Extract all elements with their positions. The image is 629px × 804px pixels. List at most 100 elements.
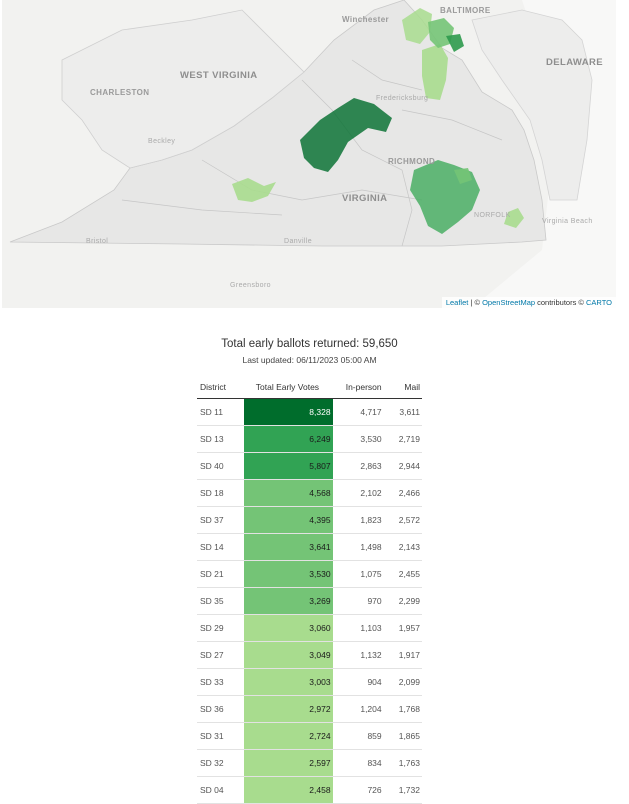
carto-link[interactable]: CARTO	[586, 298, 612, 307]
district-va-beach[interactable]	[504, 208, 524, 228]
header-total-early-votes[interactable]: Total Early Votes	[244, 376, 333, 399]
in-person-cell: 970	[332, 587, 383, 615]
district-cell: SD 36	[197, 695, 245, 723]
table-row: SD 33 3,003 904 2,099	[197, 668, 422, 696]
total-votes-cell: 3,049	[244, 641, 333, 669]
district-cell: SD 27	[197, 641, 245, 669]
label-west-virginia: WEST VIRGINIA	[180, 70, 258, 81]
in-person-cell: 1,204	[332, 695, 383, 723]
mail-cell: 2,719	[382, 425, 422, 453]
leaflet-link[interactable]: Leaflet	[445, 298, 469, 307]
table-row: SD 04 2,458 726 1,732	[197, 776, 422, 804]
table-row: SD 11 8,328 4,717 3,611	[197, 398, 422, 426]
label-winchester: Winchester	[342, 15, 390, 24]
header-in-person[interactable]: In-person	[332, 376, 383, 399]
table-header-row: District Total Early Votes In-person Mai…	[197, 376, 422, 399]
total-votes-cell: 2,458	[244, 776, 333, 804]
district-loudoun[interactable]	[402, 8, 432, 44]
total-votes-cell: 3,060	[244, 614, 333, 642]
mail-cell: 2,455	[382, 560, 422, 588]
table-row: SD 36 2,972 1,204 1,768	[197, 695, 422, 723]
label-richmond: RICHMOND	[388, 157, 436, 166]
label-delaware: DELAWARE	[546, 57, 604, 68]
total-votes-cell: 3,641	[244, 533, 333, 561]
label-norfolk: NORFOLK	[474, 212, 511, 219]
mail-cell: 2,944	[382, 452, 422, 480]
district-boundaries	[121, 59, 503, 247]
mail-cell: 2,572	[382, 506, 422, 534]
table-row: SD 14 3,641 1,498 2,143	[197, 533, 422, 561]
total-votes-cell: 3,530	[244, 560, 333, 588]
total-votes-cell: 2,972	[244, 695, 333, 723]
total-votes-cell: 5,807	[244, 452, 333, 480]
district-fairfax[interactable]	[428, 18, 454, 48]
total-votes-cell: 6,249	[244, 425, 333, 453]
last-updated-text: Last updated: 06/11/2023 05:00 AM	[242, 355, 377, 365]
district-cell: SD 21	[197, 560, 245, 588]
table-row: SD 31 2,724 859 1,865	[197, 722, 422, 750]
total-votes-cell: 4,568	[244, 479, 333, 507]
district-richmond-east[interactable]	[454, 168, 472, 184]
in-person-cell: 859	[332, 722, 383, 750]
in-person-cell: 1,498	[332, 533, 383, 561]
table-row: SD 13 6,249 3,530 2,719	[197, 425, 422, 453]
mail-cell: 2,099	[382, 668, 422, 696]
table-row: SD 21 3,530 1,075 2,455	[197, 560, 422, 588]
in-person-cell: 834	[332, 749, 383, 777]
attribution-contributors: contributors ©	[535, 298, 587, 307]
label-beckley: Beckley	[148, 138, 176, 145]
label-fredericksburg: Fredericksburg	[376, 95, 429, 102]
table-row: SD 40 5,807 2,863 2,944	[197, 452, 422, 480]
table-body: SD 11 8,328 4,717 3,611 SD 13 6,249 3,530 2,719…	[197, 398, 422, 804]
table-row: SD 29 3,060 1,103 1,957	[197, 614, 422, 642]
total-votes-cell: 2,597	[244, 749, 333, 777]
attribution-separator: | ©	[468, 298, 483, 307]
mail-cell: 1,865	[382, 722, 422, 750]
mail-cell: 1,917	[382, 641, 422, 669]
table-row: SD 32 2,597 834 1,763	[197, 749, 422, 777]
map-attribution: Leaflet | © OpenStreetMap contributors ©…	[441, 297, 616, 308]
mail-cell: 2,466	[382, 479, 422, 507]
district-nova-south[interactable]	[422, 44, 448, 100]
district-cell: SD 18	[197, 479, 245, 507]
early-votes-table: District Total Early Votes In-person Mai…	[197, 376, 422, 804]
total-votes-cell: 3,269	[244, 587, 333, 615]
district-sd11[interactable]	[300, 98, 392, 172]
in-person-cell: 904	[332, 668, 383, 696]
district-cell: SD 40	[197, 452, 245, 480]
label-bristol: Bristol	[86, 238, 109, 245]
table-row: SD 18 4,568 2,102 2,466	[197, 479, 422, 507]
summary-section: Total early ballots returned: 59,650 Las…	[197, 336, 422, 365]
total-ballots-title: Total early ballots returned: 59,650	[221, 338, 398, 350]
district-cell: SD 11	[197, 398, 245, 426]
district-cell: SD 35	[197, 587, 245, 615]
mail-cell: 1,768	[382, 695, 422, 723]
district-cell: SD 13	[197, 425, 245, 453]
total-votes-cell: 3,003	[244, 668, 333, 696]
mail-cell: 1,732	[382, 776, 422, 804]
mail-cell: 1,763	[382, 749, 422, 777]
header-district[interactable]: District	[197, 376, 245, 399]
district-map[interactable]: Winchester BALTIMORE DELAWARE CHARLESTON…	[2, 0, 616, 308]
label-danville: Danville	[284, 238, 313, 245]
table-row: SD 37 4,395 1,823 2,572	[197, 506, 422, 534]
table-row: SD 35 3,269 970 2,299	[197, 587, 422, 615]
district-cell: SD 37	[197, 506, 245, 534]
label-charleston: CHARLESTON	[90, 88, 150, 97]
in-person-cell: 1,132	[332, 641, 383, 669]
osm-link[interactable]: OpenStreetMap	[482, 298, 536, 307]
delmarva-shape	[471, 9, 593, 201]
in-person-cell: 3,530	[332, 425, 383, 453]
total-votes-cell: 2,724	[244, 722, 333, 750]
label-baltimore: BALTIMORE	[440, 6, 491, 15]
label-virginia-beach: Virginia Beach	[542, 218, 593, 225]
label-virginia: VIRGINIA	[342, 193, 388, 204]
district-cell: SD 31	[197, 722, 245, 750]
mail-cell: 3,611	[382, 398, 422, 426]
in-person-cell: 2,863	[332, 452, 383, 480]
header-mail[interactable]: Mail	[382, 376, 422, 399]
in-person-cell: 726	[332, 776, 383, 804]
district-arlington[interactable]	[446, 34, 464, 52]
district-west-area[interactable]	[232, 178, 276, 202]
map-basemap	[2, 0, 616, 308]
